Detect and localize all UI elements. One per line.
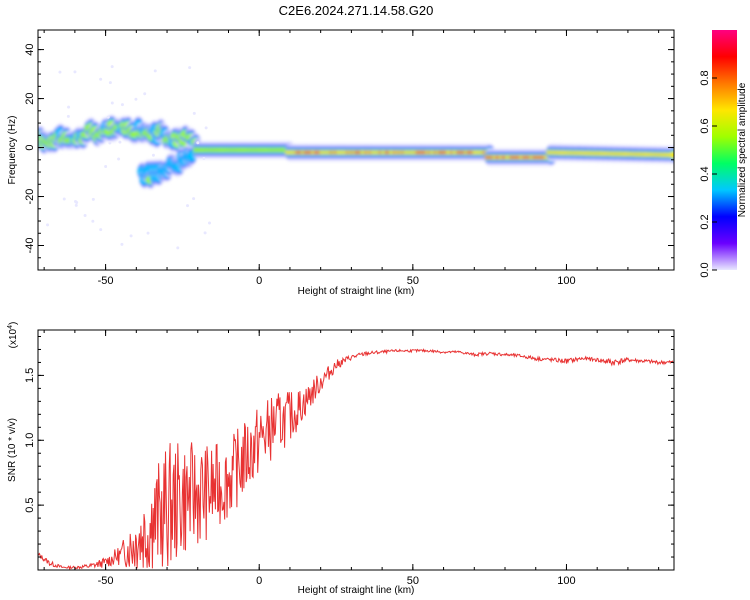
spectrogram-speck (120, 103, 124, 107)
spectrogram-cell (669, 152, 674, 158)
spectrogram-heatmap (38, 65, 674, 250)
spectrogram-speck (196, 141, 200, 145)
spectrogram-speck (108, 81, 112, 85)
snr-x-tick-label: -50 (98, 575, 114, 587)
spectrogram-speck (83, 213, 87, 217)
spectrogram-x-tick-label: 100 (557, 275, 575, 287)
colorbar-label: Normalized spectral amplitude (737, 82, 748, 217)
snr-y-multiplier-exponent: 4 (7, 325, 14, 329)
spectrogram-y-tick-label: 20 (24, 92, 36, 104)
snr-plot-area (38, 330, 674, 570)
spectrogram-speck (99, 228, 103, 232)
colorbar-tick-label: 0.8 (699, 70, 711, 85)
colorbar-tick-label: 0.6 (699, 118, 711, 133)
snr-frame (37, 329, 675, 571)
spectrogram-speck (73, 70, 77, 74)
spectrogram-glow (38, 114, 674, 190)
spectrogram-speck (151, 153, 155, 157)
spectrogram-y-tick-label: -40 (24, 238, 36, 254)
spectrogram-speck (120, 242, 124, 246)
spectrogram-speck (134, 97, 138, 101)
spectrogram-x-tick-label: -50 (98, 275, 114, 287)
spectrogram-y-tick-label: 0 (24, 144, 36, 150)
snr-y-multiplier-base: (x10 (8, 328, 19, 348)
colorbar-gradient (712, 30, 737, 270)
colorbar-tick-label: 0.0 (699, 262, 711, 277)
spectrogram-speck (192, 197, 196, 201)
snr-x-ticks: -50 0 50 100 (43, 330, 660, 587)
snr-x-axis-label: Height of straight line (km) (298, 585, 415, 596)
spectrogram-x-tick-label: 0 (256, 275, 262, 287)
colorbar-tick-label: 0.4 (699, 166, 711, 181)
spectrogram-speck (46, 223, 50, 227)
spectrogram-y-axis-label: Frequency (Hz) (7, 116, 18, 185)
spectrogram-panel: -50 0 50 100 -40 -20 0 20 40 Height of straight… (7, 29, 675, 297)
colorbar-ticks: 0.0 0.2 0.4 0.6 0.8 (699, 70, 717, 278)
spectrogram-y-tick-label: 40 (24, 43, 36, 55)
snr-x-tick-label: 50 (407, 575, 419, 587)
spectrogram-speck (192, 111, 196, 115)
spectrogram-speck (129, 234, 133, 238)
snr-x-tick-label: 0 (256, 575, 262, 587)
spectrogram-speck (58, 70, 62, 74)
snr-y-axis-label: SNR (10 * v/v) (7, 418, 18, 482)
spectrogram-speck (186, 204, 190, 208)
spectrogram-speck (117, 157, 121, 161)
spectrogram-speck (176, 246, 180, 250)
snr-y-multiplier-close: ) (8, 322, 19, 325)
spectrogram-speck (188, 66, 192, 70)
snr-y-multiplier: (x104) (7, 322, 19, 349)
spectrogram-x-ticks: -50 0 50 100 (43, 30, 660, 287)
chart-title: C2E6.2024.271.14.58.G20 (279, 3, 434, 18)
spectrogram-speck (104, 164, 108, 168)
spectrogram-speck (62, 197, 66, 201)
colorbar: 0.0 0.2 0.4 0.6 0.8 Normalized spectral ampl… (699, 30, 748, 278)
snr-y-tick-label: 1.5 (24, 368, 36, 383)
snr-x-tick-label: 100 (557, 575, 575, 587)
spectrogram-x-axis-label: Height of straight line (km) (298, 286, 415, 297)
spectrogram-y-tick-label: -20 (24, 189, 36, 205)
snr-y-ticks: 0.5 1.0 1.5 (24, 335, 674, 558)
spectrogram-y-ticks: -40 -20 0 20 40 (24, 36, 674, 271)
spectrogram-speck (202, 157, 206, 161)
spectrogram-speck (99, 77, 103, 81)
spectrogram-speck (153, 69, 157, 73)
spectrogram-frame (37, 29, 675, 271)
spectrogram-speck (108, 141, 112, 145)
spectrogram-x-tick-label: 50 (407, 275, 419, 287)
spectrogram-speck (118, 140, 122, 144)
spectrogram-speck (75, 200, 79, 204)
snr-series-line (38, 348, 674, 570)
colorbar-tick-label: 0.2 (699, 214, 711, 229)
spectrogram-speck (91, 197, 95, 201)
snr-y-tick-label: 1.0 (24, 433, 36, 448)
snr-panel: -50 0 50 100 0.5 1.0 1.5 Height of straight l… (7, 322, 675, 596)
spectrogram-speck (110, 101, 114, 105)
spectrogram-speck (203, 231, 207, 235)
spectrogram-speck (204, 126, 208, 130)
spectrogram-speck (66, 114, 70, 118)
spectrogram-speck (110, 65, 114, 69)
spectrogram-speck (208, 221, 212, 225)
spectrogram-speck (146, 231, 150, 235)
spectrogram-speck (106, 115, 110, 119)
spectrogram-speck (74, 203, 78, 207)
spectrogram-speck (67, 105, 71, 109)
spectrogram-speck (143, 92, 147, 96)
snr-y-tick-label: 0.5 (24, 497, 36, 512)
spectrogram-speck (91, 219, 95, 223)
